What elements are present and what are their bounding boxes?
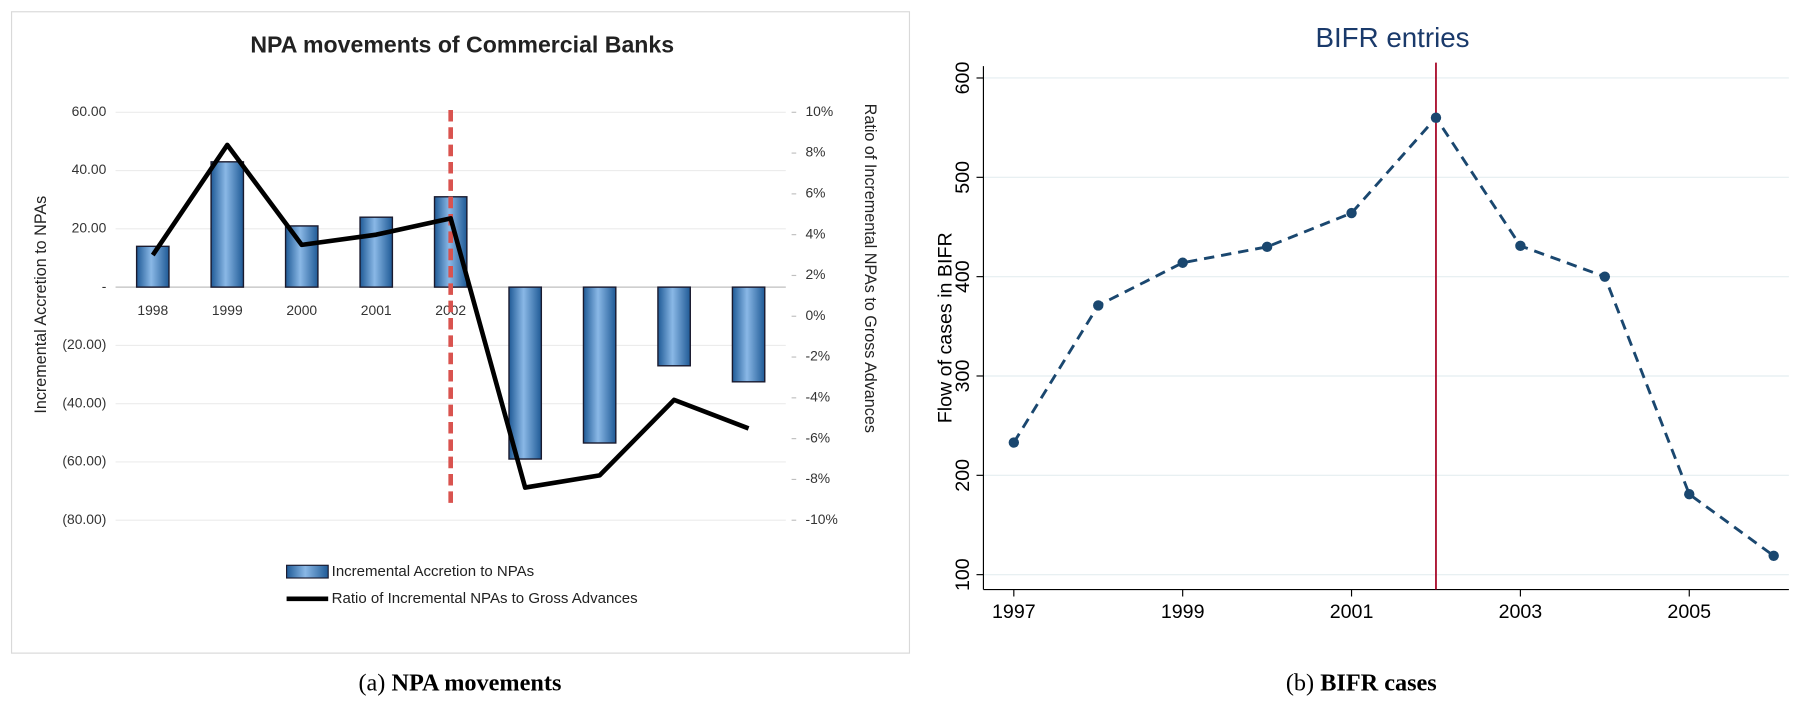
y2-tick-label: 0%: [805, 307, 825, 323]
y-tick-label: (80.00): [62, 511, 106, 527]
legend-swatch: [286, 564, 329, 579]
point: [1346, 207, 1357, 219]
series-line: [1012, 115, 1775, 557]
y-tick-label: (20.00): [62, 336, 106, 352]
y2-tick-label: 2%: [805, 266, 825, 282]
y-tick-label: 600: [952, 62, 974, 95]
chart-title: BIFR entries: [1315, 22, 1469, 53]
x-tick-label: 2001: [361, 302, 392, 318]
y2-tick-label: -2%: [805, 348, 830, 364]
caption-label: (a): [358, 669, 385, 696]
y-tick-label: 20.00: [72, 219, 107, 235]
y2-tick-label: -6%: [805, 429, 830, 445]
caption-text: NPA movements: [391, 669, 561, 696]
panel-frame: [10, 11, 911, 654]
bar: [508, 286, 543, 460]
point: [1768, 550, 1779, 561]
y2-tick-label: -8%: [805, 470, 830, 486]
chart-title: NPA movements of Commercial Banks: [250, 32, 674, 58]
y-tick-label: 40.00: [72, 161, 107, 177]
caption: (b) BIFR cases: [1286, 669, 1437, 696]
y2-tick-label: -10%: [805, 511, 837, 527]
x-tick-label: 2000: [286, 302, 317, 318]
point: [1008, 437, 1020, 448]
series-line: [150, 142, 750, 490]
point: [1515, 240, 1526, 252]
point: [1430, 112, 1442, 123]
x-tick-label: 1999: [212, 302, 243, 318]
y2-tick-label: -4%: [805, 388, 830, 404]
y2-tick-label: 8%: [805, 144, 825, 160]
bar: [582, 286, 617, 444]
y-tick-label: 60.00: [72, 103, 107, 119]
bar: [210, 161, 245, 288]
x-tick-label: 2003: [1499, 601, 1543, 623]
y-axis-label: Flow of cases in BIFR: [935, 232, 957, 423]
x-tick-label: 1997: [992, 601, 1036, 623]
legend-label: Ratio of Incremental NPAs to Gross Advan…: [332, 590, 638, 607]
caption: (a) NPA movements: [358, 669, 561, 696]
y-tick-label: -: [102, 278, 107, 294]
x-tick-label: 1999: [1161, 601, 1205, 623]
y-tick-label: 200: [952, 459, 974, 492]
bar: [359, 216, 394, 288]
x-tick-label: 2001: [1330, 601, 1374, 623]
bar: [657, 286, 691, 367]
point: [1261, 241, 1273, 253]
legend-label: Incremental Accretion to NPAs: [332, 563, 535, 580]
caption-label: (b): [1286, 669, 1314, 696]
y-tick-label: 300: [952, 360, 974, 393]
point: [1599, 271, 1611, 282]
caption-text: BIFR cases: [1320, 669, 1437, 696]
y2-tick-label: 4%: [805, 225, 825, 241]
y-tick-label: (40.00): [62, 394, 106, 410]
y-axis-label: Incremental Accretion to NPAs: [32, 196, 50, 414]
bar: [284, 225, 319, 288]
y-tick-label: 400: [952, 260, 974, 293]
y-tick-label: 100: [952, 558, 974, 591]
y-tick-label: 500: [952, 161, 974, 194]
y2-axis-label: Ratio of Incremental NPAs to Gross Advan…: [861, 104, 879, 433]
y2-tick-label: 6%: [805, 185, 825, 201]
y2-tick-label: 10%: [805, 103, 833, 119]
y-tick-label: (60.00): [62, 453, 106, 469]
x-tick-label: 1998: [137, 302, 168, 318]
x-tick-label: 2005: [1667, 601, 1711, 623]
point: [1093, 300, 1104, 311]
bar: [731, 286, 766, 383]
point: [1177, 257, 1188, 268]
point: [1684, 488, 1695, 500]
